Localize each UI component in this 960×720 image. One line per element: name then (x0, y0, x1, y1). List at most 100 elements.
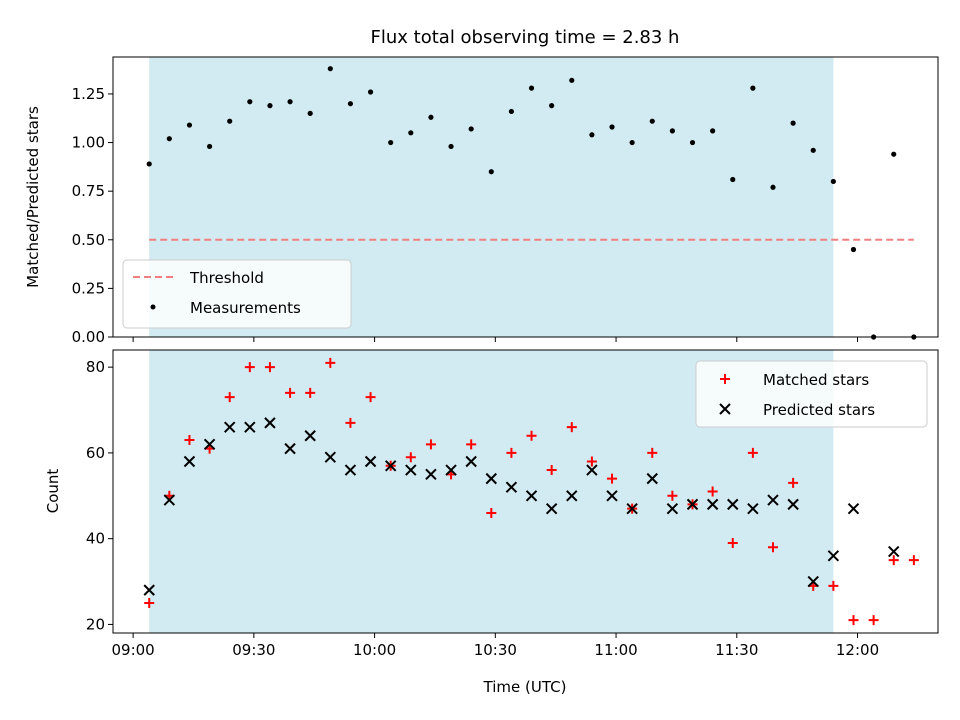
matched-stars-point (647, 447, 658, 458)
predicted-stars-point (384, 460, 397, 472)
predicted-stars-point (646, 472, 658, 485)
measurement-point (891, 151, 897, 157)
matched-stars-point (526, 430, 537, 441)
predicted-stars-point (304, 430, 316, 442)
matched-stars-point (244, 362, 255, 373)
matched-stars-point (607, 473, 618, 484)
measurement-point (367, 89, 374, 95)
count-panel: 20 40 60 80 09:00 09:30 10:00 10:30 11:00 11:30 12… (44, 349, 939, 696)
measurement-point (689, 139, 696, 146)
x-tick-label: 11:30 (715, 641, 758, 659)
predicted-stars-point (364, 455, 377, 468)
ratio-panel-frame (112, 56, 939, 338)
ratio-y-tick-label: 0.50 (72, 231, 105, 249)
predicted-stars-point (827, 550, 840, 562)
measurement-point (488, 169, 494, 175)
legend-predicted-label: Predicted stars (763, 401, 875, 419)
predicted-stars-point (445, 464, 457, 476)
predicted-stars-point (586, 464, 598, 476)
count-y-tick-label: 20 (86, 615, 105, 633)
matched-stars-point (546, 465, 557, 476)
matched-stars-point (888, 555, 899, 566)
predicted-stars-point (223, 421, 236, 433)
legend-predicted-swatch (719, 403, 731, 415)
measurement-point (227, 118, 233, 124)
predicted-stars-point (163, 494, 176, 506)
x-tick-label: 10:30 (474, 641, 517, 659)
predicted-stars-point (183, 455, 196, 468)
measurement-point (750, 85, 756, 91)
measurement-point (267, 103, 273, 109)
ratio-legend-box (122, 259, 352, 329)
measurement-point (146, 161, 152, 167)
measurement-point (166, 136, 172, 142)
legend-threshold-label: Threshold (189, 269, 264, 287)
predicted-stars-point (606, 490, 618, 502)
measurement-point (287, 99, 293, 105)
predicted-stars-point (666, 502, 679, 515)
predicted-stars-point (425, 468, 437, 481)
measurement-point (569, 77, 575, 83)
matched-stars-point (586, 456, 597, 467)
predicted-stars-point (264, 417, 276, 429)
predicted-stars-point (525, 490, 538, 502)
predicted-stars-point (505, 481, 518, 493)
count-y-tick-label: 80 (86, 358, 105, 376)
measurement-point (206, 143, 213, 150)
matched-stars-point (224, 392, 235, 403)
predicted-stars-point (727, 498, 739, 511)
matched-stars-point (848, 615, 859, 626)
predicted-stars-point (244, 421, 256, 433)
x-axis-label: Time (UTC) (483, 678, 567, 696)
predicted-stars-point (747, 502, 759, 515)
measurement-point (589, 132, 595, 138)
predicted-stars-point (324, 451, 337, 463)
matched-stars-point (425, 439, 436, 450)
matched-stars-point (506, 447, 517, 458)
x-tick-label: 10:00 (353, 641, 396, 659)
matched-stars-point (466, 439, 477, 450)
count-y-tick-label: 40 (86, 530, 105, 548)
measurement-point (307, 110, 313, 116)
x-tick-label: 09:30 (232, 641, 275, 659)
count-legend-box (695, 360, 928, 428)
predicted-stars-point (767, 494, 779, 506)
predicted-stars-point (284, 442, 296, 455)
ratio-panel: 0.00 0.25 0.50 0.75 1.00 1.25 Flux total obse… (24, 27, 939, 346)
matched-stars-point (405, 452, 416, 463)
measurement-point (347, 101, 354, 107)
matched-stars-point (566, 422, 577, 433)
predicted-stars-point (485, 472, 498, 485)
predicted-stars-point (706, 498, 719, 511)
ratio-legend: Threshold Measurements (122, 259, 352, 329)
measurement-point (247, 99, 253, 105)
legend-matched-label: Matched stars (763, 371, 869, 389)
measurement-point (629, 139, 635, 146)
ratio-y-tick-label: 1.00 (72, 134, 105, 152)
matched-stars-point (285, 387, 296, 398)
predicted-stars-point (405, 464, 417, 476)
count-legend: Matched stars Predicted stars (695, 360, 928, 428)
predicted-stars-point (626, 502, 638, 515)
predicted-stars-point (686, 498, 699, 511)
measurement-point (609, 124, 615, 130)
matched-stars-point (264, 362, 275, 373)
measurement-point (528, 85, 535, 91)
measurement-point (770, 184, 776, 190)
measurement-point (408, 130, 414, 136)
predicted-stars-point (888, 545, 900, 558)
ratio-y-tick-label: 1.25 (72, 85, 105, 103)
measurement-point (428, 114, 434, 120)
measurement-point (508, 108, 515, 115)
measurement-point (669, 128, 675, 134)
measurement-point (790, 120, 796, 126)
measurement-point (730, 176, 736, 183)
x-tick-label: 12:00 (836, 641, 879, 659)
measurement-point (448, 143, 454, 150)
measurement-point (468, 126, 474, 132)
matched-stars-point (325, 357, 336, 368)
matched-stars-point (707, 486, 718, 497)
matched-stars-point (747, 447, 758, 458)
matched-stars-point (727, 537, 738, 548)
